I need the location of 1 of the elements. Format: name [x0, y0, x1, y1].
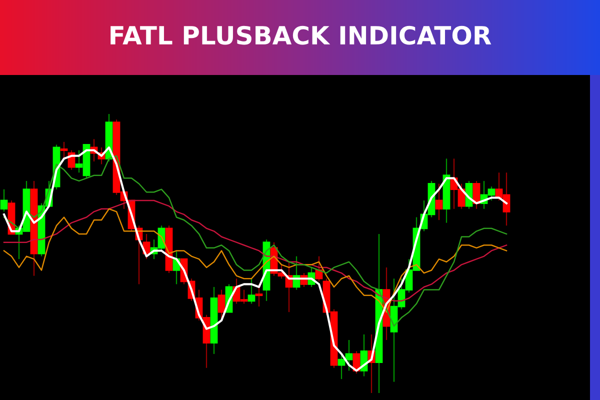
chart-title: FATL PLUSBACK INDICATOR: [110, 26, 492, 45]
